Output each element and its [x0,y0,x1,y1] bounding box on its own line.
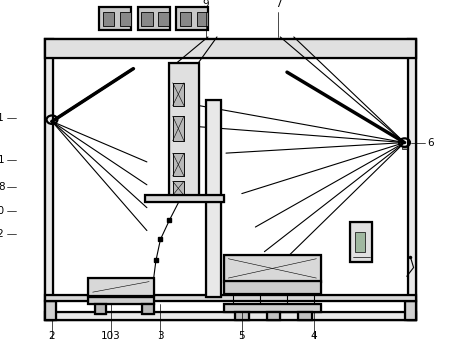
Text: 5: 5 [238,332,244,341]
Bar [350,222,371,262]
Bar [172,181,184,195]
Bar [45,39,415,58]
Bar [99,7,131,30]
Bar [141,12,152,26]
Bar [354,232,364,252]
Bar [223,281,320,294]
Text: 101: 101 [0,113,5,123]
Bar [45,301,56,320]
Bar [144,195,223,202]
Bar [172,153,184,176]
Bar [103,12,114,26]
Text: 3: 3 [157,332,163,341]
Bar [88,297,153,304]
Bar [172,153,184,176]
Bar [45,295,415,301]
Bar [176,7,207,30]
Text: 4: 4 [310,332,317,341]
Bar [407,39,415,320]
Text: 1: 1 [0,155,5,165]
Bar [144,195,223,202]
Bar [142,304,153,314]
Bar [95,304,106,314]
Bar [45,39,415,58]
Bar [172,83,184,106]
Bar [172,116,184,141]
Bar [88,278,153,296]
Text: 2: 2 [49,332,55,341]
Bar [172,83,184,106]
Text: 7: 7 [274,0,281,9]
Text: 103: 103 [101,332,120,341]
Bar [169,63,198,197]
Bar [298,312,311,320]
Bar [223,255,320,282]
Bar [138,7,169,30]
Bar [45,301,56,320]
Bar [298,312,311,320]
Bar [172,181,184,195]
Bar [223,281,320,294]
Bar [350,222,371,262]
Bar [407,39,415,320]
Bar [169,63,198,197]
Bar [120,12,131,26]
Text: 10: 10 [0,206,5,216]
Bar [142,304,153,314]
Bar [95,304,106,314]
Bar [223,304,320,312]
Bar [88,278,153,296]
Bar [223,255,320,282]
Text: 102: 102 [0,229,5,239]
Bar [88,297,153,304]
Bar [45,39,53,320]
Bar [45,312,415,320]
Bar [172,116,184,141]
Bar [205,100,221,297]
Bar [266,312,280,320]
Bar [266,312,280,320]
Text: 9: 9 [202,0,208,9]
Bar [235,312,248,320]
Bar [404,301,415,320]
Bar [45,39,415,320]
Bar [45,295,415,301]
Bar [401,147,406,149]
Bar [196,12,207,26]
Bar [235,312,248,320]
Bar [45,39,53,320]
Bar [205,100,221,297]
Bar [158,12,169,26]
Bar [179,12,191,26]
Text: 6: 6 [426,138,433,147]
Bar [45,312,415,320]
Bar [404,301,415,320]
Bar [223,304,320,312]
Text: 8: 8 [0,182,5,191]
